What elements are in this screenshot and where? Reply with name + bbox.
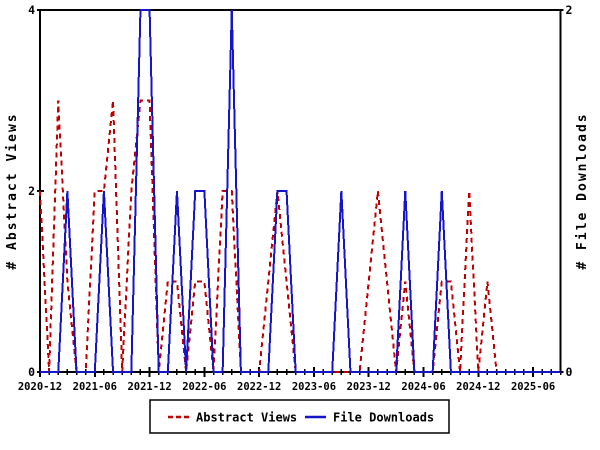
x-tick-label: 2021-06 [73, 381, 117, 393]
legend-label: File Downloads [333, 411, 434, 425]
x-tick-label: 2024-12 [456, 381, 500, 393]
right-axis-title: # File Downloads [575, 112, 590, 269]
x-axis-tick-labels: 2020-12 2021-06 2021-12 2022-06 2022-12 2023-… [18, 381, 555, 393]
x-tick-label: 2025-06 [511, 381, 555, 393]
axis-titles: # Abstract Views # File Downloads [5, 112, 590, 269]
left-axis-title: # Abstract Views [5, 112, 20, 269]
x-tick-label: 2023-12 [347, 381, 391, 393]
y-axis-tick-labels: 0 2 4 0 2 [28, 3, 572, 379]
plot-frame [39, 9, 562, 373]
abstract-views-line [39, 99, 561, 373]
y-left-tick-label: 4 [28, 3, 35, 17]
x-tick-label: 2020-12 [18, 381, 62, 393]
y-left-tick-label: 2 [28, 184, 35, 198]
legend-label: Abstract Views [196, 411, 297, 425]
legend-box [149, 399, 450, 434]
x-tick-label: 2022-12 [237, 381, 281, 393]
x-tick-label: 2021-12 [127, 381, 171, 393]
x-tick-label: 2023-06 [292, 381, 336, 393]
plot-border [39, 9, 562, 373]
file-downloads-line [40, 9, 561, 373]
y-right-tick-label: 2 [566, 3, 573, 17]
x-tick-label: 2024-06 [401, 381, 445, 393]
chart-legend: Abstract Views File Downloads [149, 399, 450, 434]
data-series [39, 9, 561, 373]
y-left-tick-label: 0 [28, 365, 35, 379]
x-tick-label: 2022-06 [182, 381, 226, 393]
y-right-tick-label: 0 [566, 365, 573, 379]
